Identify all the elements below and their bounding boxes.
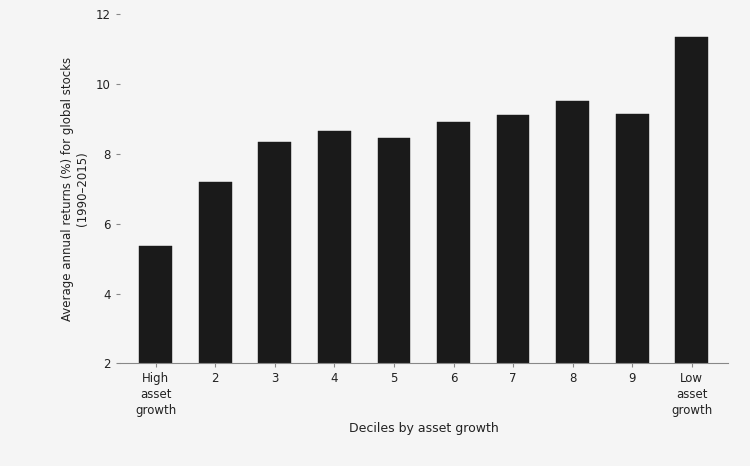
Bar: [676, 37, 708, 433]
Bar: [259, 142, 291, 433]
X-axis label: Deciles by asset growth: Deciles by asset growth: [349, 422, 499, 435]
Bar: [496, 116, 530, 433]
Bar: [377, 138, 410, 433]
Bar: [140, 247, 172, 433]
Bar: [437, 122, 470, 433]
Bar: [616, 114, 649, 433]
Y-axis label: Average annual returns (%) for global stocks
(1990–2015): Average annual returns (%) for global st…: [61, 57, 89, 321]
Bar: [199, 182, 232, 433]
Bar: [318, 131, 351, 433]
Bar: [556, 102, 589, 433]
